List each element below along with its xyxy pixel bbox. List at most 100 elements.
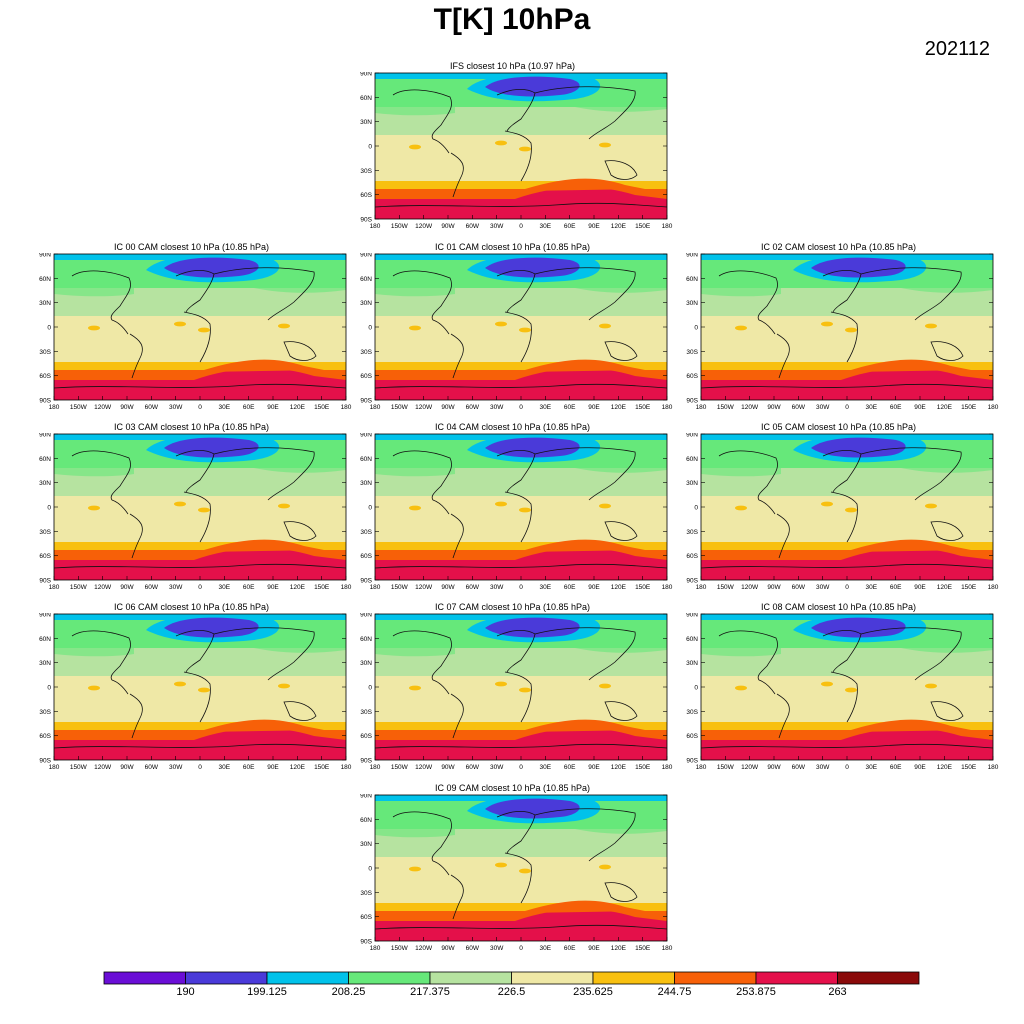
lon-tick-label: 60E <box>890 404 902 411</box>
lon-tick-label: 120E <box>611 945 627 952</box>
panel-title: IC 06 CAM closest 10 hPa (10.85 hPa) <box>113 602 270 612</box>
lon-tick-label: 120W <box>741 584 759 591</box>
colorbar-tick-label: 244.75 <box>657 986 692 998</box>
lon-tick-label: 120E <box>611 584 627 591</box>
map-panel: IC 08 CAM closest 10 hPa (10.85 hPa) 90N 6… <box>669 601 999 789</box>
lat-tick-label: 90N <box>360 253 372 259</box>
lat-tick-label: 90N <box>39 253 51 259</box>
lat-tick-label: 60N <box>360 636 372 643</box>
lon-tick-label: 0 <box>845 404 849 411</box>
figure-title: T[K] 10hPa <box>433 3 591 36</box>
lon-tick-label: 150E <box>314 404 330 411</box>
lon-tick-label: 30W <box>169 404 183 411</box>
lon-tick-label: 90W <box>767 584 781 591</box>
lon-tick-label: 90W <box>767 404 781 411</box>
lat-tick-label: 30S <box>360 529 372 536</box>
lat-tick-label: 90S <box>686 578 698 585</box>
lon-tick-label: 60W <box>792 584 806 591</box>
lon-tick-label: 0 <box>519 764 523 771</box>
lon-tick-label: 30E <box>219 764 231 771</box>
panel-title: IC 07 CAM closest 10 hPa (10.85 hPa) <box>434 602 591 612</box>
map-panel: IC 03 CAM closest 10 hPa (10.85 hPa) 90N 6… <box>22 421 352 609</box>
lon-tick-label: 90W <box>441 223 455 230</box>
lat-tick-label: 0 <box>47 325 51 332</box>
lon-tick-label: 150W <box>391 945 409 952</box>
lon-tick-label: 0 <box>519 584 523 591</box>
lat-tick-label: 90N <box>686 253 698 259</box>
lon-tick-label: 150W <box>391 584 409 591</box>
lon-tick-label: 60E <box>564 404 576 411</box>
map-panel: IC 04 CAM closest 10 hPa (10.85 hPa) 90N 6… <box>343 421 673 609</box>
lon-tick-label: 120W <box>94 584 112 591</box>
colorbar-swatch <box>755 971 838 985</box>
panel-title: IC 02 CAM closest 10 hPa (10.85 hPa) <box>760 242 917 252</box>
lon-tick-label: 120W <box>415 764 433 771</box>
lon-tick-label: 0 <box>198 404 202 411</box>
colorbar-swatch <box>511 971 594 985</box>
lon-tick-label: 120W <box>94 404 112 411</box>
lat-tick-label: 90S <box>686 758 698 765</box>
lon-tick-label: 30E <box>219 584 231 591</box>
lon-tick-label: 90W <box>441 584 455 591</box>
lon-tick-label: 60W <box>466 764 480 771</box>
lon-tick-label: 180 <box>49 404 60 411</box>
colorbar-swatch <box>348 971 431 985</box>
lat-tick-label: 60S <box>360 914 372 921</box>
lat-tick-label: 90N <box>39 613 51 619</box>
colorbar-tick-label: 253.875 <box>736 986 776 998</box>
lat-tick-label: 60S <box>39 733 51 740</box>
lat-tick-label: 30N <box>360 841 372 848</box>
lon-tick-label: 0 <box>519 223 523 230</box>
panel-title: IC 01 CAM closest 10 hPa (10.85 hPa) <box>434 242 591 252</box>
lon-tick-label: 30E <box>540 223 552 230</box>
lon-tick-label: 30E <box>540 584 552 591</box>
lon-tick-label: 90W <box>441 404 455 411</box>
lon-tick-label: 60E <box>564 764 576 771</box>
panel-title: IC 05 CAM closest 10 hPa (10.85 hPa) <box>760 422 917 432</box>
lon-tick-label: 90E <box>267 764 279 771</box>
lat-tick-label: 60N <box>686 456 698 463</box>
lat-tick-label: 0 <box>47 685 51 692</box>
lon-tick-label: 0 <box>198 584 202 591</box>
lon-tick-label: 150E <box>635 584 651 591</box>
lon-tick-label: 60E <box>564 945 576 952</box>
lon-tick-label: 150E <box>635 404 651 411</box>
lat-tick-label: 90N <box>360 613 372 619</box>
lon-tick-label: 180 <box>696 584 707 591</box>
lat-tick-label: 90N <box>39 433 51 439</box>
lon-tick-label: 180 <box>341 404 352 411</box>
lat-tick-label: 60N <box>360 817 372 824</box>
colorbar-tick-label: 217.375 <box>410 986 450 998</box>
lat-tick-label: 60S <box>39 553 51 560</box>
lon-tick-label: 150E <box>635 764 651 771</box>
lon-tick-label: 30W <box>169 764 183 771</box>
colorbar-tick-label: 226.5 <box>497 986 526 998</box>
lon-tick-label: 180 <box>696 764 707 771</box>
lon-tick-label: 90W <box>120 404 134 411</box>
colorbar-tick-label: 190 <box>176 986 195 998</box>
lon-tick-label: 0 <box>845 764 849 771</box>
lon-tick-label: 90E <box>914 764 926 771</box>
lon-tick-label: 150E <box>961 584 977 591</box>
lon-tick-label: 120W <box>415 584 433 591</box>
map-panel: IC 05 CAM closest 10 hPa (10.85 hPa) 90N 6… <box>669 421 999 609</box>
lon-tick-label: 30E <box>866 764 878 771</box>
lon-tick-label: 180 <box>341 584 352 591</box>
lon-tick-label: 30W <box>490 223 504 230</box>
lat-tick-label: 60S <box>686 553 698 560</box>
lon-tick-label: 60E <box>243 404 255 411</box>
lat-tick-label: 60N <box>360 95 372 102</box>
lon-tick-label: 150W <box>70 584 88 591</box>
lon-tick-label: 150E <box>314 764 330 771</box>
lon-tick-label: 60E <box>890 764 902 771</box>
lon-tick-label: 180 <box>49 584 60 591</box>
colorbar-tick-label: 263 <box>828 986 847 998</box>
lon-tick-label: 90E <box>267 404 279 411</box>
lon-tick-label: 120E <box>611 404 627 411</box>
lon-tick-label: 150E <box>635 223 651 230</box>
lat-tick-label: 0 <box>47 505 51 512</box>
